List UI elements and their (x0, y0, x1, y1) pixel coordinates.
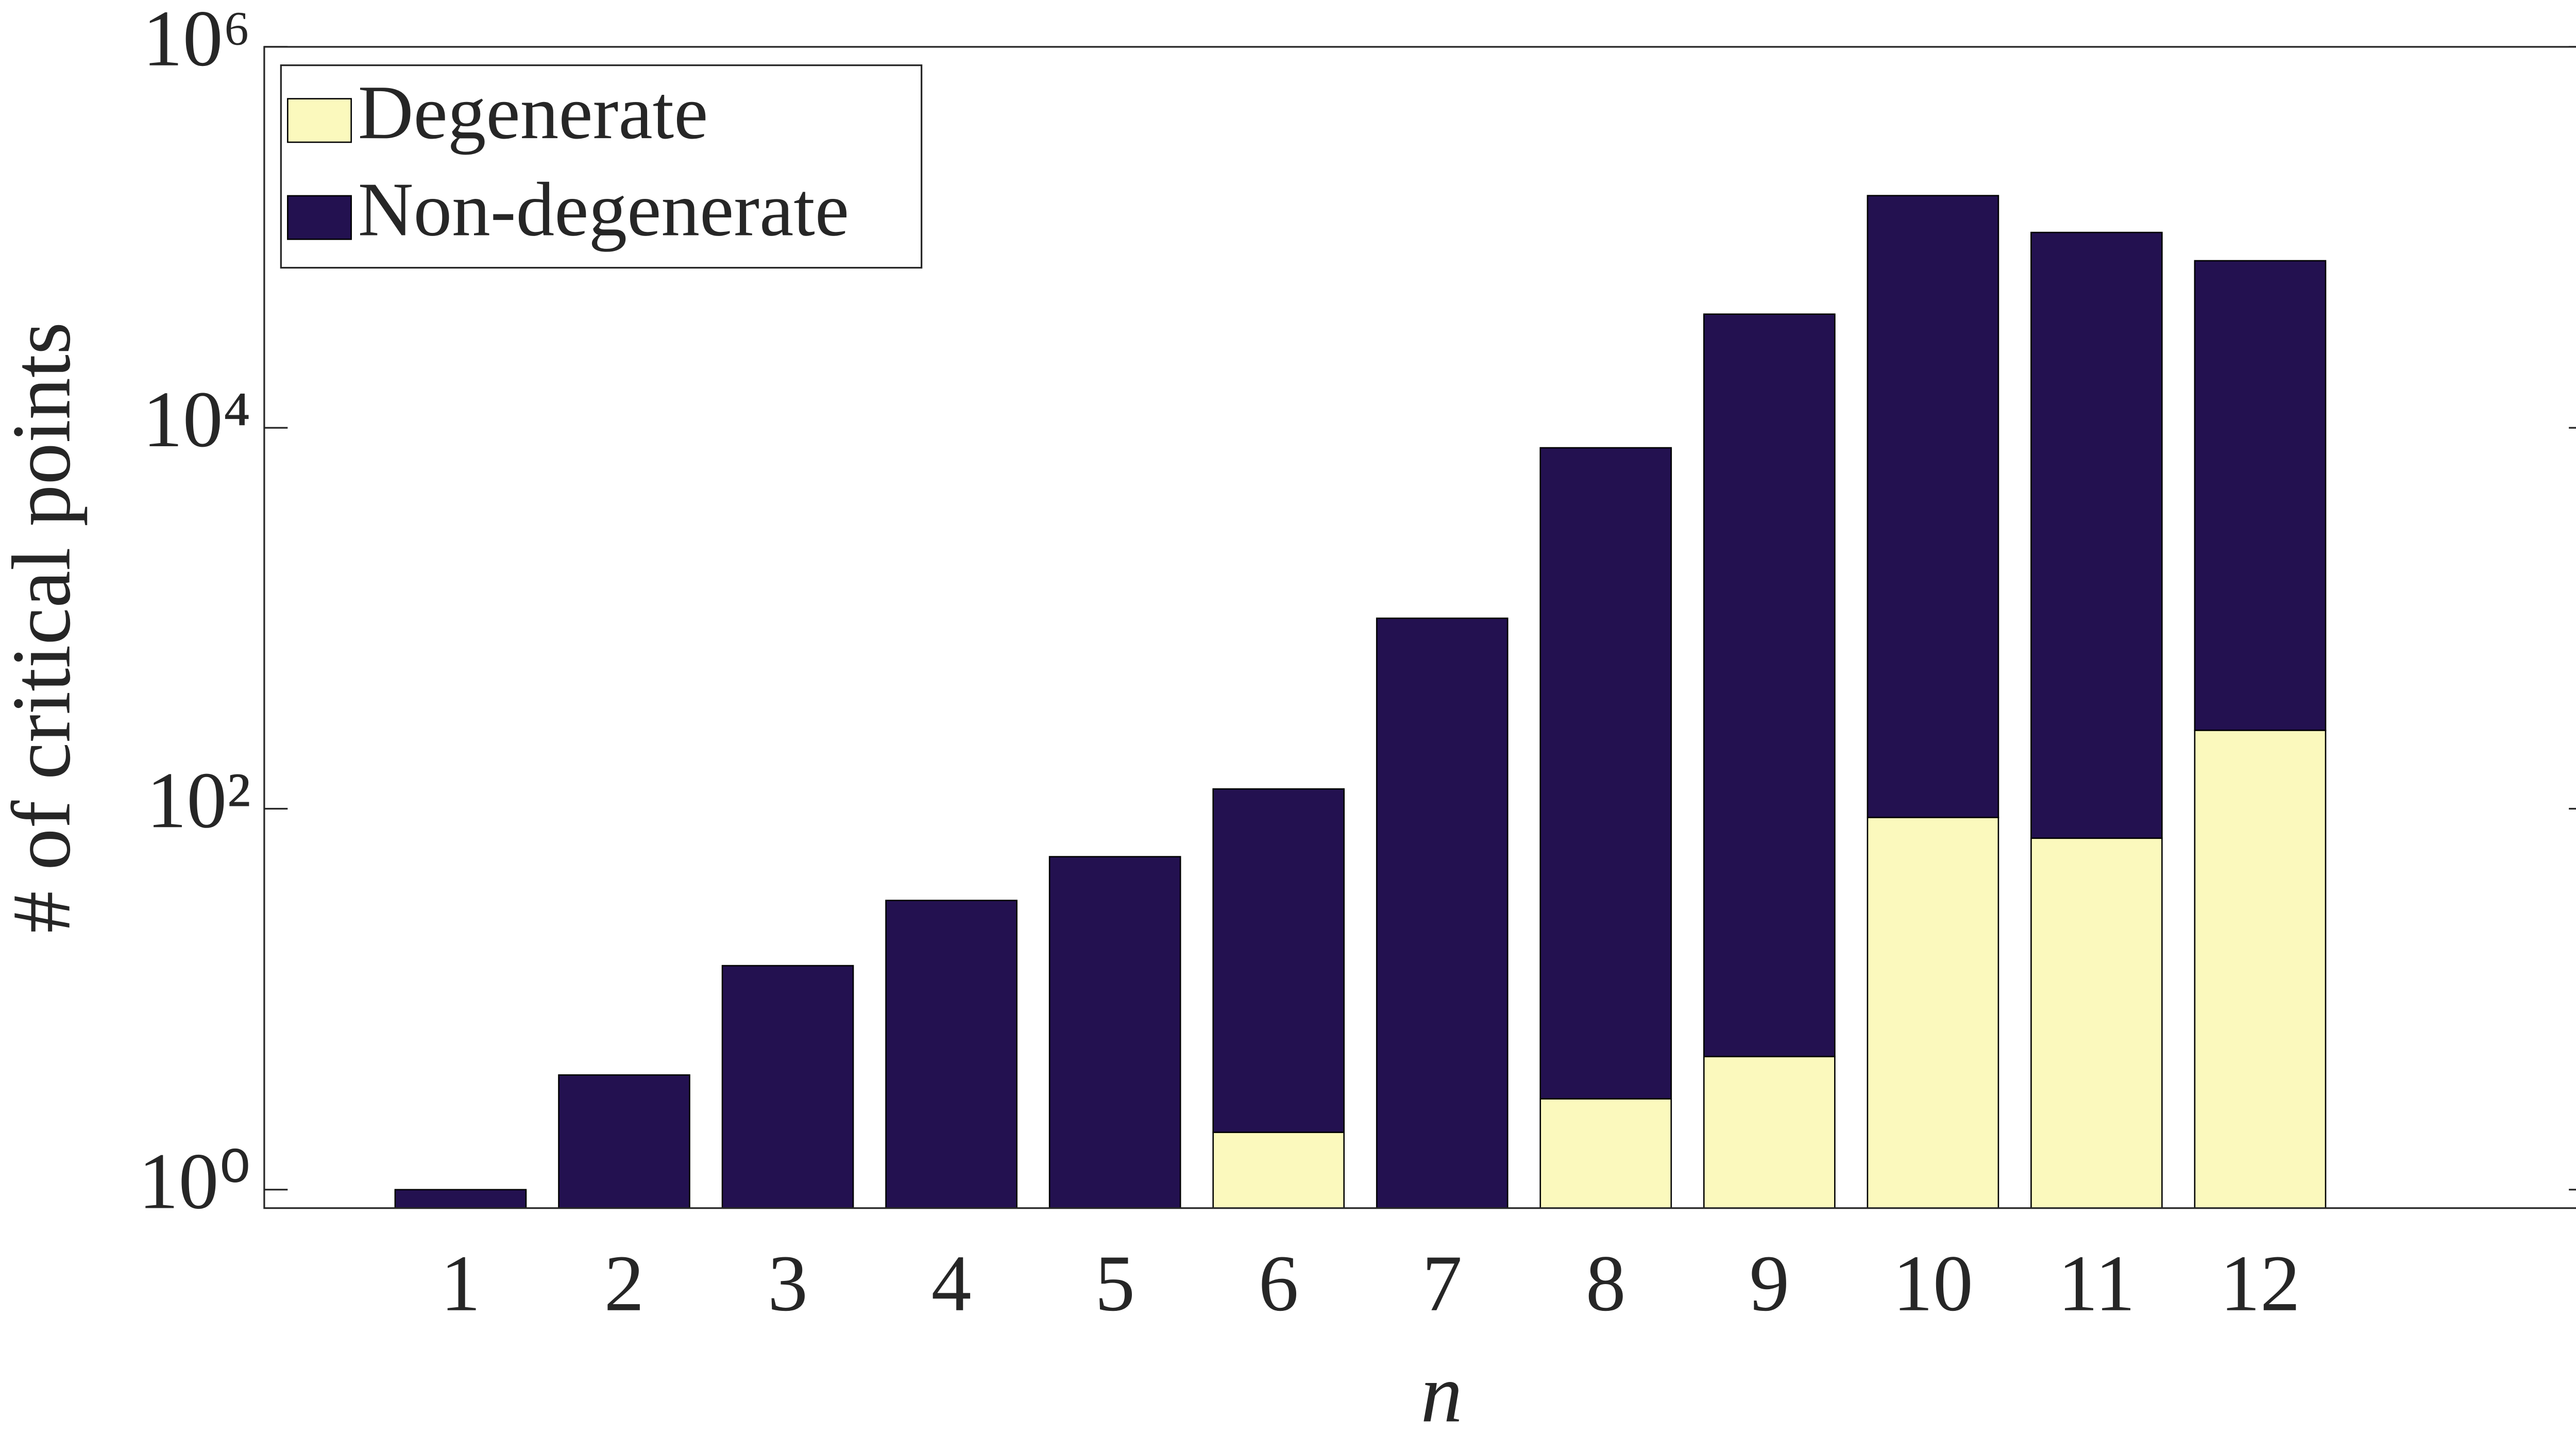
plot-frame (263, 46, 2576, 1209)
bar-segment (1703, 313, 1836, 1057)
x-tick-label: 6 (1259, 1239, 1299, 1328)
x-tick-label: 11 (2058, 1239, 2135, 1328)
x-tick-label: 8 (1586, 1239, 1626, 1328)
legend-swatch (287, 195, 352, 240)
bar-segment (1212, 788, 1345, 1133)
bar-segment (885, 900, 1018, 1209)
bar-segment (2194, 730, 2327, 1209)
x-tick-label: 10 (1893, 1239, 1973, 1328)
bar-segment (1539, 1098, 1672, 1209)
y-tick-label: 10⁰ (139, 1137, 251, 1226)
y-tick-label: 10⁶ (143, 0, 251, 83)
x-tick-label: 4 (931, 1239, 972, 1328)
legend-swatch (287, 98, 352, 143)
x-tick-label: 9 (1749, 1239, 1789, 1328)
x-tick-label: 7 (1422, 1239, 1462, 1328)
legend-box (280, 64, 923, 269)
x-tick-label: 12 (2220, 1239, 2300, 1328)
legend: Degenerate Non-degenerate (280, 64, 923, 269)
y-tick-label: 10² (146, 755, 251, 845)
bar-segment (1048, 856, 1181, 1209)
bar-segment (558, 1074, 690, 1209)
x-axis-label: n (1421, 1347, 1463, 1434)
y-tick-label: 10⁴ (143, 375, 251, 464)
bar-segment (1376, 617, 1509, 1209)
bar-segment (721, 965, 854, 1209)
bar-segment (1703, 1056, 1836, 1209)
legend-label: Degenerate (358, 70, 708, 155)
x-tick-label: 5 (1095, 1239, 1135, 1328)
bar-segment (394, 1189, 527, 1209)
x-tick-label: 3 (768, 1239, 808, 1328)
bar-segment (1212, 1132, 1345, 1209)
bar-segment (1867, 195, 1999, 818)
x-tick-label: 1 (440, 1239, 481, 1328)
legend-label: Non-degenerate (358, 167, 849, 252)
bar-segment (2194, 260, 2327, 731)
bar-segment (1867, 817, 1999, 1209)
x-tick-label: 2 (604, 1239, 645, 1328)
bar-segment (2030, 231, 2163, 839)
bar-segment (1539, 447, 1672, 1100)
y-axis-label: # of critical points (0, 322, 88, 933)
bar-segment (2030, 837, 2163, 1209)
